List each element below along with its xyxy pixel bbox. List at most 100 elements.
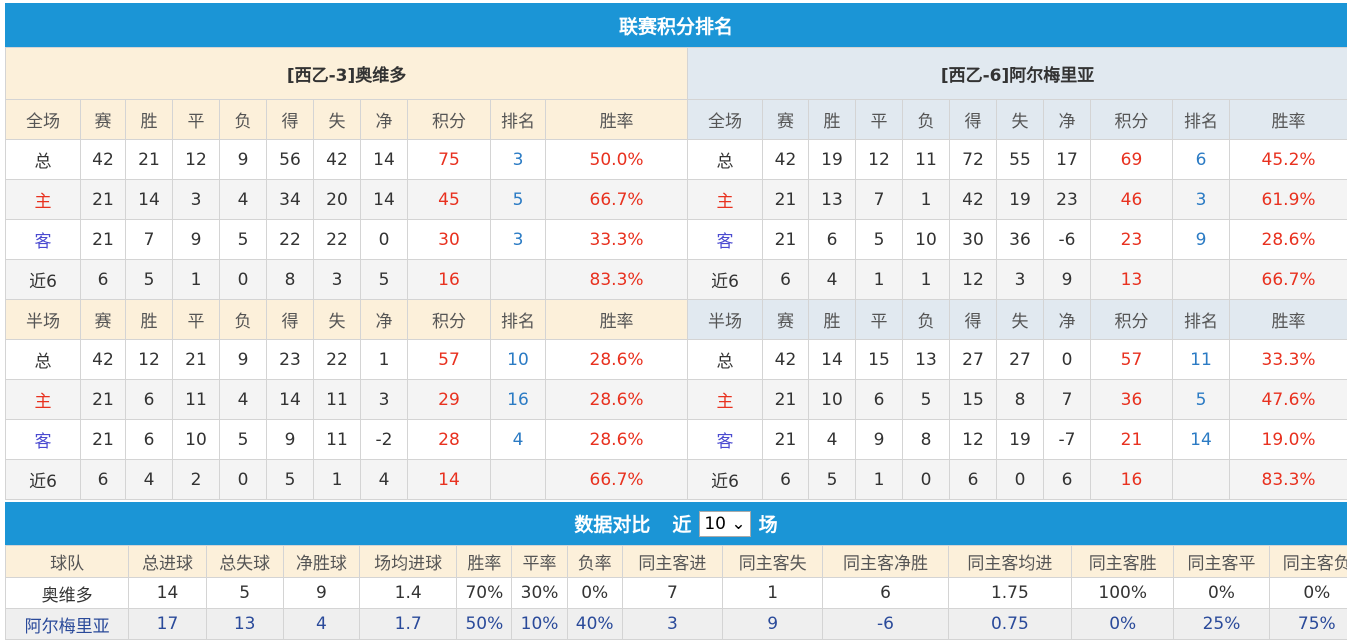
- row-label: 主: [6, 180, 81, 220]
- table-cell: 28: [408, 420, 491, 460]
- table-cell: 4: [809, 260, 856, 300]
- table-cell: 5: [206, 578, 283, 609]
- table-cell: 9: [283, 578, 359, 609]
- table-cell: 56: [267, 140, 314, 180]
- table-cell: -6: [1044, 220, 1091, 260]
- table-cell: 11: [173, 380, 220, 420]
- table-cell: 19: [997, 420, 1044, 460]
- team-name-cell: 阿尔梅里亚: [6, 609, 129, 640]
- table-cell: 45.2%: [1230, 140, 1347, 180]
- row-label: 总: [6, 140, 81, 180]
- table-cell: 75%: [1269, 609, 1347, 640]
- column-header: 得: [950, 300, 997, 340]
- table-cell: 5: [903, 380, 950, 420]
- table-cell: 12: [856, 140, 903, 180]
- table-cell: 11: [314, 380, 361, 420]
- table-cell: 21: [81, 380, 126, 420]
- table-cell: 3: [173, 180, 220, 220]
- table-cell: 7: [126, 220, 173, 260]
- table-cell: 5: [220, 420, 267, 460]
- column-header: 净: [361, 100, 408, 140]
- table-cell: 7: [856, 180, 903, 220]
- table-cell: 13: [1091, 260, 1173, 300]
- table-cell: 14: [129, 578, 206, 609]
- row-label: 总: [688, 340, 763, 380]
- table-cell: 33.3%: [546, 220, 688, 260]
- column-header: 排名: [1173, 300, 1230, 340]
- table-cell: -6: [823, 609, 948, 640]
- table-cell: 10%: [512, 609, 567, 640]
- table-cell: 28.6%: [546, 380, 688, 420]
- column-header: 积分: [408, 100, 491, 140]
- column-header: 净胜球: [283, 546, 359, 578]
- table-cell: 22: [267, 220, 314, 260]
- table-cell: 46: [1091, 180, 1173, 220]
- table-cell: 57: [1091, 340, 1173, 380]
- column-header: 总进球: [129, 546, 206, 578]
- table-cell: 3: [1173, 180, 1230, 220]
- full-header-row: 全场赛胜平负得失净积分排名胜率: [6, 100, 688, 140]
- table-cell: 4: [809, 420, 856, 460]
- row-label: 近6: [6, 260, 81, 300]
- table-cell: 6: [126, 380, 173, 420]
- table-cell: 4: [491, 420, 546, 460]
- table-cell: 30: [408, 220, 491, 260]
- table-cell: 15: [950, 380, 997, 420]
- table-cell: 6: [81, 460, 126, 500]
- table-cell: 42: [81, 140, 126, 180]
- table-cell: 45: [408, 180, 491, 220]
- table-cell: 75: [408, 140, 491, 180]
- table-cell: 14: [267, 380, 314, 420]
- table-cell: 21: [1091, 420, 1173, 460]
- table-cell: 21: [81, 420, 126, 460]
- table-cell: 5: [267, 460, 314, 500]
- table-cell: 0: [220, 460, 267, 500]
- table-cell: 1.7: [360, 609, 457, 640]
- table-cell: 72: [950, 140, 997, 180]
- table-cell: 12: [950, 420, 997, 460]
- column-header: 场均进球: [360, 546, 457, 578]
- table-cell: 0.75: [948, 609, 1071, 640]
- table-cell: [1173, 260, 1230, 300]
- column-header: 胜率: [1230, 100, 1347, 140]
- column-header: 胜率: [546, 300, 688, 340]
- table-cell: 5: [1173, 380, 1230, 420]
- column-header: 排名: [1173, 100, 1230, 140]
- table-cell: 30: [950, 220, 997, 260]
- table-cell: 40%: [567, 609, 622, 640]
- table-cell: 14: [809, 340, 856, 380]
- match-count-select[interactable]: 10 ⌄: [699, 511, 750, 537]
- table-cell: 12: [126, 340, 173, 380]
- table-cell: 20: [314, 180, 361, 220]
- table-cell: 28.6%: [1230, 220, 1347, 260]
- table-cell: 10: [491, 340, 546, 380]
- table-cell: 42: [314, 140, 361, 180]
- table-cell: 6: [1044, 460, 1091, 500]
- table-cell: 1: [856, 460, 903, 500]
- table-cell: 7: [622, 578, 722, 609]
- compare-table: 球队总进球总失球净胜球场均进球胜率平率负率同主客进同主客失同主客净胜同主客均进同…: [5, 545, 1347, 640]
- column-header: 总失球: [206, 546, 283, 578]
- table-cell: 0%: [1269, 578, 1347, 609]
- table-cell: 5: [361, 260, 408, 300]
- compare-header-row: 球队总进球总失球净胜球场均进球胜率平率负率同主客进同主客失同主客净胜同主客均进同…: [6, 546, 1347, 578]
- table-cell: 21: [763, 420, 809, 460]
- column-header: 半场: [688, 300, 763, 340]
- column-header: 全场: [688, 100, 763, 140]
- table-cell: 11: [314, 420, 361, 460]
- table-cell: 70%: [457, 578, 512, 609]
- table-cell: 13: [809, 180, 856, 220]
- table-cell: 2: [173, 460, 220, 500]
- table-cell: 6: [950, 460, 997, 500]
- table-cell: 9: [1173, 220, 1230, 260]
- row-label: 主: [6, 380, 81, 420]
- match-count-value: 10: [704, 514, 726, 534]
- table-cell: 21: [763, 380, 809, 420]
